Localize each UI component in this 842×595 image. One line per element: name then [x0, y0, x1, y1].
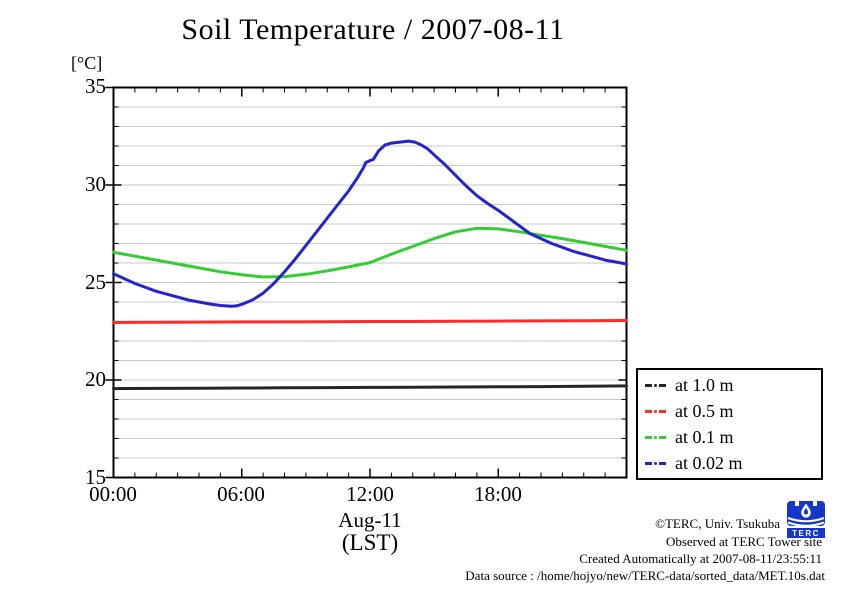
y-tick-label-30: 30 — [85, 172, 106, 196]
created-timestamp-text: Created Automatically at 2007-08-11/23:5… — [579, 551, 822, 566]
legend-line-marker — [645, 435, 669, 439]
observed-site-text: Observed at TERC Tower site — [665, 534, 822, 549]
chart-title: Soil Temperature / 2007-08-11 — [181, 13, 565, 46]
legend-item: at 0.1 m — [645, 427, 821, 448]
x-axis-timezone-label: (LST) — [341, 530, 399, 555]
y-tick-label-35: 35 — [85, 74, 106, 98]
legend-item: at 0.5 m — [645, 401, 821, 422]
y-tick-label-15: 15 — [85, 465, 106, 489]
legend-item: at 0.02 m — [645, 453, 821, 474]
y-axis-unit-label: [°C] — [71, 53, 103, 73]
legend-item-label: at 0.5 m — [675, 400, 734, 421]
legend-item: at 1.0 m — [645, 375, 821, 396]
x-tick-label-0600: 06:00 — [217, 482, 265, 506]
legend-line-marker — [645, 383, 669, 387]
legend-box: at 1.0 m at 0.5 m at 0.1 m at 0.02 m — [636, 368, 823, 480]
data-source-text: Data source : /home/hojyo/new/TERC-data/… — [465, 568, 825, 583]
x-tick-label-1200: 12:00 — [346, 482, 394, 506]
legend-item-label: at 0.02 m — [675, 452, 743, 473]
copyright-text: ©TERC, Univ. Tsukuba — [655, 516, 780, 531]
legend-line-marker — [645, 461, 669, 465]
x-tick-label-0000: 00:00 — [89, 482, 137, 506]
terc-logo-icon: TERC — [787, 501, 825, 538]
y-tick-label-25: 25 — [85, 270, 106, 294]
terc-logo-text: TERC — [792, 529, 820, 538]
x-axis-date-label: Aug-11 — [338, 508, 402, 532]
legend-item-label: at 1.0 m — [675, 374, 734, 395]
x-tick-label-1800: 18:00 — [474, 482, 522, 506]
legend-line-marker — [645, 409, 669, 413]
legend-item-label: at 0.1 m — [675, 426, 734, 447]
y-tick-label-20: 20 — [85, 367, 106, 391]
